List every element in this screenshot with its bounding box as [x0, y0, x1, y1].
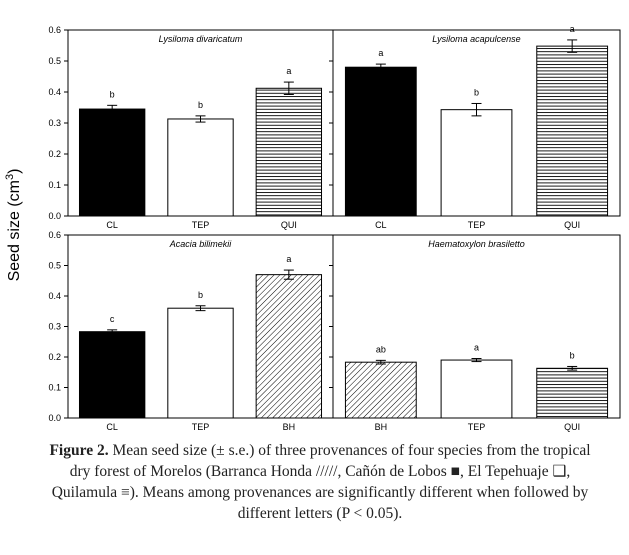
x-category-label: QUI — [564, 220, 580, 230]
y-tick-label: 0.0 — [48, 211, 61, 221]
significance-letter: ab — [376, 344, 386, 354]
significance-letter: b — [198, 100, 203, 110]
caption-label: Figure 2. — [49, 442, 109, 459]
significance-letter: a — [286, 254, 291, 264]
significance-letter: c — [110, 314, 115, 324]
caption-text: Mean seed size (± s.e.) of three provena… — [51, 442, 591, 522]
bar — [440, 359, 513, 419]
x-category-label: BH — [375, 422, 388, 432]
x-category-label: TEP — [468, 220, 486, 230]
y-tick-label: 0.1 — [48, 383, 61, 393]
significance-letter: b — [110, 89, 115, 99]
x-category-label: CL — [375, 220, 387, 230]
x-category-label: QUI — [564, 422, 580, 432]
panel-1: 0.0 0.1 0.2 0.3 0.4 0.5 0.6 Lysiloma divaricatu… — [48, 25, 334, 230]
y-tick-label: 0.2 — [48, 352, 61, 362]
y-tick-label: 0.5 — [48, 261, 61, 271]
y-tick-label: 0.0 — [48, 413, 61, 423]
bar — [255, 274, 323, 419]
y-tick-label: 0.3 — [48, 118, 61, 128]
y-tick-label: 0.5 — [48, 56, 61, 66]
figure-caption: Figure 2. Mean seed size (± s.e.) of thr… — [40, 440, 600, 524]
y-axis-label: Seed size (cm3) — [4, 169, 23, 282]
x-category-label: CL — [106, 220, 118, 230]
bar — [78, 108, 146, 217]
y-tick-label: 0.2 — [48, 149, 61, 159]
y-tick-label: 0.4 — [48, 87, 61, 97]
y-tick-label: 0.4 — [48, 291, 61, 301]
x-category-label: CL — [106, 422, 118, 432]
x-category-label: BH — [283, 422, 296, 432]
y-tick-label: 0.6 — [48, 25, 61, 35]
bar — [255, 87, 323, 217]
panel-3: 0.0 0.1 0.2 0.3 0.4 0.5 0.6 Acacia bilimekii c CL… — [48, 230, 334, 432]
panel-title: Lysiloma divaricatum — [159, 34, 243, 44]
x-category-label: TEP — [192, 422, 210, 432]
significance-letter: b — [198, 290, 203, 300]
bar — [78, 331, 146, 419]
x-category-label: TEP — [468, 422, 486, 432]
significance-letter: b — [474, 87, 479, 97]
panel-title: Lysiloma acapulcense — [432, 34, 520, 44]
bar — [536, 367, 609, 419]
significance-letter: a — [378, 48, 383, 58]
y-tick-label: 0.1 — [48, 180, 61, 190]
bar — [440, 109, 513, 217]
bar — [167, 118, 234, 217]
bar — [167, 307, 234, 419]
significance-letter: a — [570, 24, 575, 34]
panel-4: Haematoxylon brasiletto ab BH a TEP b QUI — [329, 234, 621, 432]
y-tick-label: 0.6 — [48, 230, 61, 240]
significance-letter: a — [286, 66, 291, 76]
panel-title: Haematoxylon brasiletto — [428, 239, 525, 249]
significance-letter: b — [570, 350, 575, 360]
significance-letter: a — [474, 343, 479, 353]
figure-chart: 0.0 0.1 0.2 0.3 0.4 0.5 0.6 Lysiloma divaricatu… — [4, 24, 621, 432]
bar — [536, 45, 609, 217]
bar — [344, 361, 417, 419]
bar — [344, 66, 417, 217]
x-category-label: QUI — [281, 220, 297, 230]
y-tick-label: 0.3 — [48, 322, 61, 332]
panel-title: Acacia bilimekii — [169, 239, 233, 249]
panel-2: Lysiloma acapulcense a CL b TEP a QUI — [329, 24, 621, 230]
x-category-label: TEP — [192, 220, 210, 230]
